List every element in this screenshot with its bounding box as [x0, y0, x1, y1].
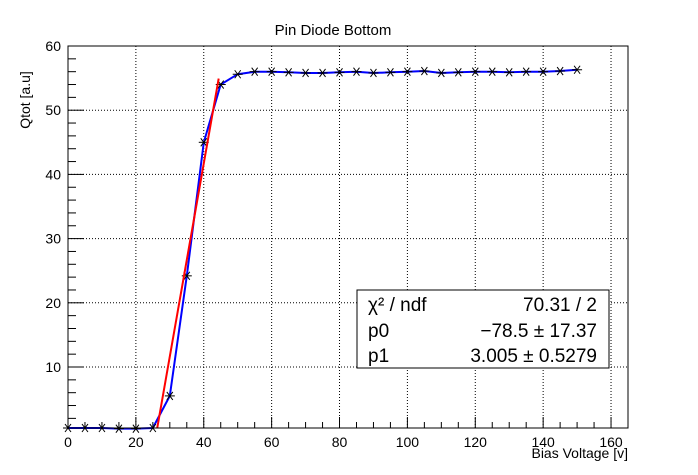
data-point-stroke: [387, 68, 394, 77]
data-point-stroke: [234, 69, 242, 79]
data-point: [555, 66, 566, 76]
chart-title: Pin Diode Bottom: [275, 22, 392, 39]
data-point-stroke: [556, 66, 564, 76]
data-point-stroke: [403, 67, 411, 76]
data-point: [572, 65, 583, 75]
data-point: [521, 67, 532, 76]
data-point: [130, 424, 141, 433]
stats-p1-value: 3.005 ± 0.5279: [470, 346, 597, 367]
data-point: [113, 424, 124, 433]
x-tick-label: 20: [128, 434, 144, 450]
y-tick-label: 10: [45, 359, 61, 375]
data-point-stroke: [420, 66, 428, 76]
data-point: [402, 67, 413, 76]
data-point-stroke: [336, 68, 343, 77]
data-point-stroke: [353, 67, 360, 76]
data-point: [487, 67, 498, 76]
stats-p0-value: −78.5 ± 17.37: [480, 321, 597, 342]
stats-box-frame: [356, 289, 610, 369]
data-point-stroke: [370, 68, 377, 78]
data-point: [300, 68, 311, 78]
plot-frame: [67, 45, 629, 429]
stats-p1-label: p1: [368, 346, 389, 367]
x-tick-label: 60: [264, 434, 280, 450]
data-point: [368, 68, 379, 78]
x-tick-label: 140: [531, 434, 555, 450]
data-point-stroke: [200, 138, 208, 147]
data-point-stroke: [285, 68, 293, 77]
axes: 0 20 40 60 80 100 120 140 160 10 20 30 40 50 60: [45, 38, 629, 450]
fit-line-segment: [156, 78, 220, 428]
stats-chi2-value: 70.31 / 2: [523, 295, 597, 316]
data-point: [453, 68, 464, 77]
x-tick-label: 120: [464, 434, 488, 450]
data-point: [470, 67, 481, 76]
y-axis-title: Qtot [a.u]: [17, 71, 33, 129]
data-point-stroke: [573, 65, 581, 75]
data-point-stroke: [166, 391, 174, 401]
data-point: [317, 68, 328, 78]
data-point: [164, 391, 175, 401]
data-point: [249, 67, 260, 76]
fit-line: [156, 78, 220, 428]
data-point-stroke: [471, 67, 479, 76]
y-tick-label: 30: [45, 231, 61, 247]
data-point: [385, 68, 396, 77]
data-point: [419, 66, 430, 76]
data-point-stroke: [217, 80, 225, 89]
data-point-stroke: [183, 271, 191, 281]
y-tick-label: 40: [45, 166, 61, 182]
data-point: [334, 68, 345, 77]
data-point-stroke: [454, 68, 462, 77]
data-point-stroke: [251, 67, 259, 76]
data-point: [351, 67, 362, 76]
stats-chi2-label: χ² / ndf: [368, 295, 427, 316]
data-point-stroke: [488, 67, 496, 76]
x-tick-label: 80: [332, 434, 348, 450]
data-point: [266, 67, 277, 76]
data-point: [436, 68, 447, 78]
data-point-stroke: [437, 68, 445, 78]
data-point-stroke: [522, 67, 530, 76]
y-tick-label: 20: [45, 295, 61, 311]
x-tick-label: 40: [196, 434, 212, 450]
data-point: [283, 68, 294, 77]
data-point-stroke: [539, 67, 547, 76]
data-point-stroke: [115, 424, 123, 433]
data-point-stroke: [132, 424, 140, 433]
x-tick-label: 160: [599, 434, 623, 450]
data-point: [538, 67, 549, 76]
data-point-stroke: [302, 68, 309, 78]
data-point-stroke: [268, 67, 276, 76]
stats-p0-label: p0: [368, 321, 389, 342]
data-point: [504, 68, 515, 77]
stats-box: χ² / ndf 70.31 / 2 p0 −78.5 ± 17.37 p1 3…: [356, 289, 610, 369]
x-tick-label: 0: [64, 434, 72, 450]
y-tick-label: 50: [45, 102, 61, 118]
data-point: [232, 69, 243, 79]
data-point-stroke: [319, 68, 326, 78]
x-axis-title: Bias Voltage [v]: [531, 445, 628, 461]
y-tick-label: 60: [45, 38, 61, 54]
x-tick-label: 100: [396, 434, 420, 450]
data-point-stroke: [505, 68, 513, 77]
